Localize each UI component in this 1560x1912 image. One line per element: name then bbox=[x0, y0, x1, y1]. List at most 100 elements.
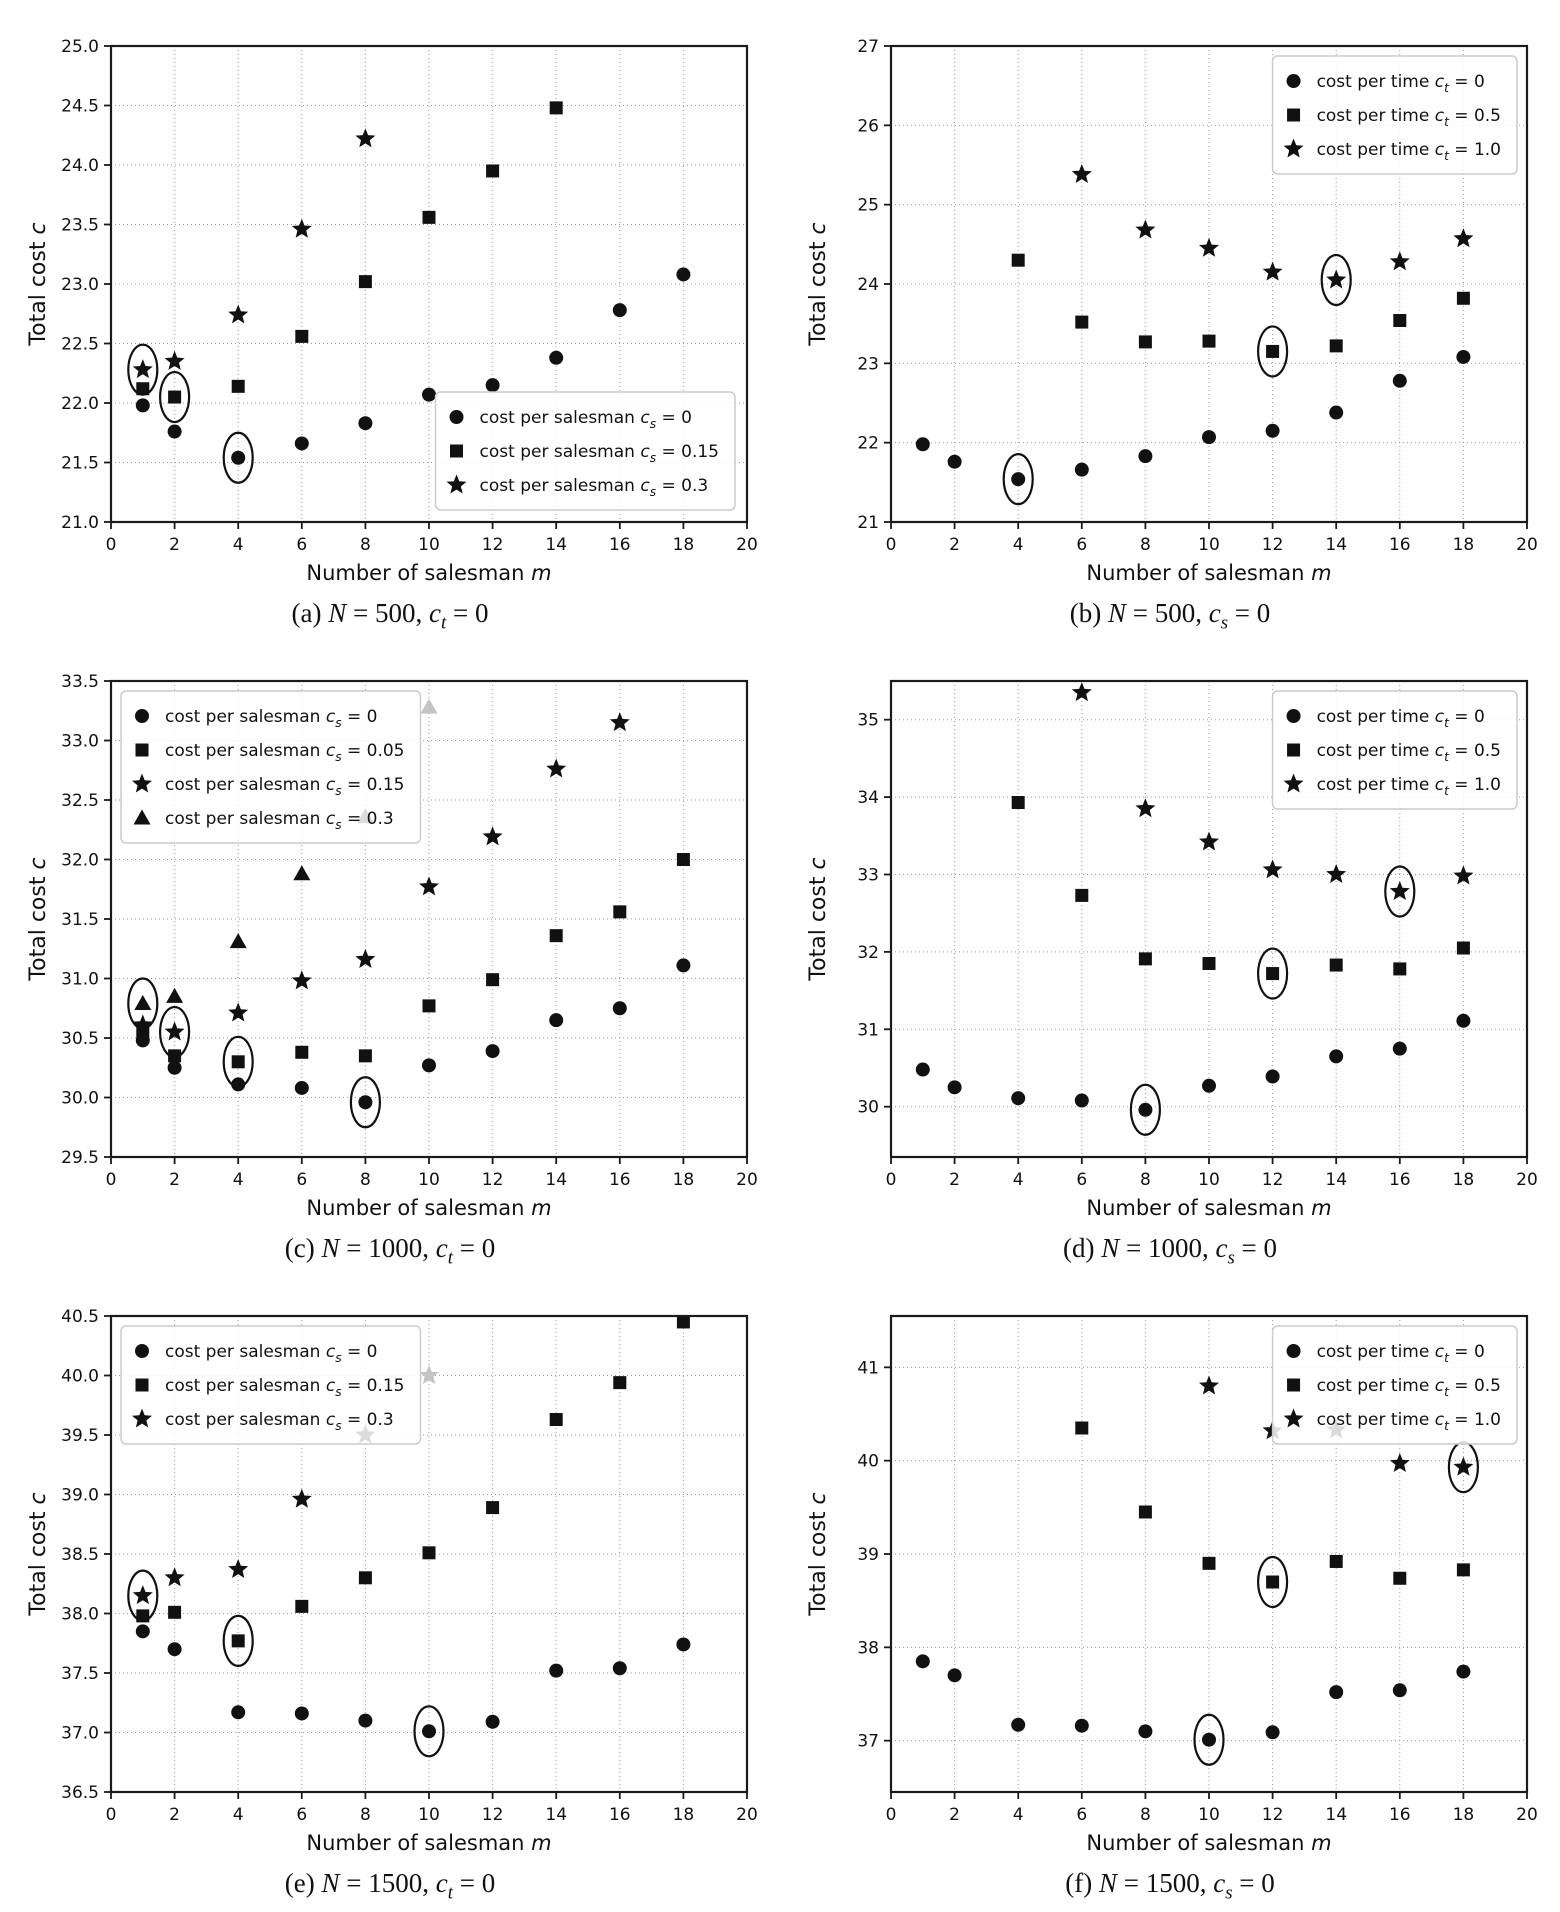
square-marker bbox=[1287, 1378, 1301, 1392]
star-marker bbox=[355, 948, 376, 968]
star-marker bbox=[132, 773, 152, 793]
y-tick-label: 39.5 bbox=[61, 1426, 99, 1446]
star-marker bbox=[291, 970, 312, 990]
x-tick-label: 8 bbox=[360, 1170, 371, 1190]
circle-marker bbox=[549, 1013, 564, 1028]
legend-box bbox=[434, 391, 736, 511]
star-marker bbox=[228, 1002, 249, 1022]
x-tick-label: 6 bbox=[1076, 535, 1087, 555]
x-tick-label: 14 bbox=[545, 1805, 567, 1825]
panel-f: 0 2 4 6 8 10 12 14 16 18 20 37 38 39 40 41 Number of sal… bbox=[780, 1270, 1560, 1905]
x-tick-label: 14 bbox=[1325, 1805, 1347, 1825]
y-tick-label: 30.5 bbox=[61, 1029, 99, 1049]
star-marker bbox=[291, 1488, 312, 1508]
circle-marker bbox=[676, 267, 691, 282]
legend-box bbox=[1271, 690, 1518, 810]
tick-marks bbox=[884, 45, 1528, 529]
star-marker bbox=[546, 758, 567, 778]
x-tick-label: 2 bbox=[949, 1805, 960, 1825]
square-marker bbox=[1456, 941, 1470, 955]
square-marker bbox=[295, 329, 309, 343]
square-marker bbox=[549, 1413, 563, 1427]
square-marker bbox=[613, 905, 627, 919]
panel-c: 0 2 4 6 8 10 12 14 16 18 20 29.5 30.0 30.5 31.0 31.5 32.… bbox=[0, 635, 780, 1270]
x-tick-label: 20 bbox=[736, 1805, 758, 1825]
circle-marker bbox=[676, 1637, 691, 1652]
square-marker bbox=[486, 1501, 500, 1515]
legend-item-label: cost per time ct = 0 bbox=[1317, 1342, 1485, 1365]
circle-marker bbox=[1074, 1093, 1089, 1108]
circle-marker bbox=[358, 1095, 373, 1110]
panel-a: 0 2 4 6 8 10 12 14 16 18 20 21.0 21.5 22.0 22.5 23.0 23.… bbox=[0, 0, 780, 635]
series-star bbox=[1071, 682, 1474, 901]
star-marker bbox=[1135, 219, 1156, 239]
y-tick-label: 31.5 bbox=[61, 910, 99, 930]
circle-marker bbox=[947, 1668, 962, 1683]
circle-marker bbox=[1329, 1685, 1344, 1700]
square-marker bbox=[1138, 335, 1152, 349]
square-marker bbox=[422, 999, 436, 1013]
y-axis-label: Total cost c bbox=[806, 222, 831, 346]
x-tick-label: 12 bbox=[1262, 1805, 1284, 1825]
circle-marker bbox=[1286, 709, 1301, 723]
star-marker bbox=[419, 876, 439, 896]
min-annotation-ellipse bbox=[1193, 1713, 1225, 1766]
min-annotation-ellipse bbox=[349, 1076, 381, 1129]
x-tick-label: 10 bbox=[1198, 1170, 1220, 1190]
square-marker bbox=[1456, 1563, 1470, 1577]
circle-marker bbox=[449, 410, 464, 424]
x-tick-label: 16 bbox=[609, 535, 631, 555]
x-tick-label: 2 bbox=[169, 535, 180, 555]
star-marker bbox=[132, 1014, 153, 1034]
star-marker bbox=[446, 474, 467, 494]
x-tick-label: 0 bbox=[106, 1805, 117, 1825]
x-tick-label: 18 bbox=[1453, 1805, 1475, 1825]
square-marker bbox=[295, 1045, 309, 1059]
circle-marker bbox=[1286, 1344, 1301, 1358]
square-marker bbox=[1138, 952, 1152, 966]
star-marker bbox=[1199, 831, 1219, 851]
square-marker bbox=[422, 1546, 436, 1560]
circle-marker bbox=[231, 1077, 246, 1092]
triangle-marker bbox=[166, 987, 184, 1003]
x-tick-label: 0 bbox=[886, 1805, 897, 1825]
star-marker bbox=[291, 218, 312, 238]
circle-marker bbox=[1392, 1041, 1407, 1056]
x-tick-label: 16 bbox=[1389, 1805, 1411, 1825]
circle-marker bbox=[294, 1080, 309, 1095]
y-tick-label: 37.0 bbox=[61, 1724, 99, 1744]
x-tick-label: 4 bbox=[1013, 1170, 1024, 1190]
legend: cost per time ct = 0 cost per time ct = 0… bbox=[1271, 690, 1518, 810]
x-tick-label: 2 bbox=[949, 535, 960, 555]
legend-box bbox=[1271, 55, 1518, 175]
circle-marker bbox=[1138, 1102, 1153, 1117]
y-axis-label: Total cost c bbox=[26, 1492, 51, 1616]
circle-marker bbox=[167, 1642, 182, 1657]
legend-item-label: cost per salesman cs = 0 bbox=[480, 408, 692, 431]
star-marker bbox=[1262, 261, 1283, 281]
legend-item-label: cost per salesman cs = 0.15 bbox=[165, 775, 404, 798]
square-marker bbox=[1393, 313, 1407, 327]
circle-marker bbox=[135, 398, 150, 413]
y-tick-label: 21 bbox=[857, 513, 879, 533]
y-tick-label: 23.0 bbox=[61, 275, 99, 295]
x-tick-label: 10 bbox=[1198, 1805, 1220, 1825]
caption-d: (d) N = 1000, cs = 0 bbox=[1062, 1233, 1278, 1269]
circle-marker bbox=[947, 454, 962, 469]
x-tick-label: 4 bbox=[1013, 535, 1024, 555]
min-annotation-ellipse bbox=[1384, 865, 1416, 918]
min-annotation-ellipse bbox=[159, 1005, 191, 1059]
star-marker bbox=[482, 826, 503, 846]
circle-marker bbox=[549, 1663, 564, 1678]
x-tick-label: 6 bbox=[1076, 1170, 1087, 1190]
legend-item-label: cost per time ct = 1.0 bbox=[1317, 775, 1501, 798]
y-axis-label: Total cost c bbox=[26, 222, 51, 346]
y-tick-label: 36.5 bbox=[61, 1783, 99, 1803]
min-annotation-ellipse bbox=[1257, 1555, 1289, 1609]
square-marker bbox=[358, 1049, 372, 1063]
square-marker bbox=[1075, 315, 1089, 329]
x-tick-label: 16 bbox=[609, 1170, 631, 1190]
plot-f: 0 2 4 6 8 10 12 14 16 18 20 37 38 39 40 41 Number of sal… bbox=[799, 1304, 1541, 1864]
panel-d: 0 2 4 6 8 10 12 14 16 18 20 30 31 32 33 34 35 Number of s… bbox=[780, 635, 1560, 1270]
